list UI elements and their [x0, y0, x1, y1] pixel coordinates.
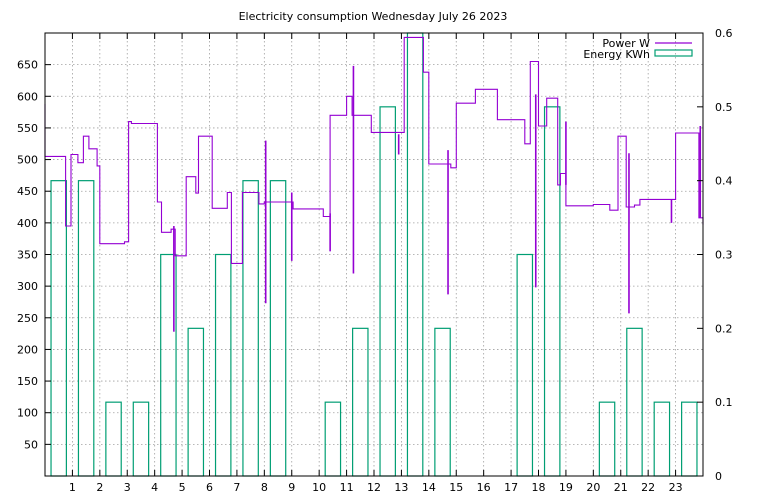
y-right-tick-label-0: 0	[715, 470, 722, 483]
y-right-tick-label-3: 0.3	[715, 249, 733, 262]
y-left-tick-label-50: 50	[24, 438, 38, 451]
x-tick-label-3: 3	[124, 481, 131, 494]
x-tick-label-15: 15	[449, 481, 463, 494]
y-left-tick-label-300: 300	[17, 280, 38, 293]
x-tick-label-17: 17	[504, 481, 518, 494]
y-right-tick-label-5: 0.5	[715, 101, 733, 114]
x-tick-label-7: 7	[233, 481, 240, 494]
x-tick-label-6: 6	[206, 481, 213, 494]
x-tick-label-4: 4	[151, 481, 158, 494]
x-tick-label-20: 20	[586, 481, 600, 494]
y-right-tick-label-4: 0.4	[715, 175, 733, 188]
power-line-layer	[44, 36, 704, 332]
x-tick-label-9: 9	[288, 481, 295, 494]
chart-title: Electricity consumption Wednesday July 2…	[239, 10, 508, 23]
x-tick-label-14: 14	[422, 481, 436, 494]
x-tick-label-11: 11	[340, 481, 354, 494]
legend-energy-swatch	[654, 49, 693, 57]
y-right-tick-label-6: 0.6	[715, 27, 733, 40]
x-tick-label-23: 23	[669, 481, 683, 494]
y-left-tick-label-600: 600	[17, 90, 38, 103]
y-left-tick-label-100: 100	[17, 407, 38, 420]
x-tick-label-1: 1	[69, 481, 76, 494]
y-right-tick-label-2: 0.2	[715, 322, 733, 335]
axes: 1 2 3 4 5 6 7 8 9 10 11 12 13 14 15 16 17 18 19 20 21 22 23501…	[17, 27, 733, 494]
y-left-tick-label-150: 150	[17, 375, 38, 388]
y-left-tick-label-400: 400	[17, 217, 38, 230]
x-tick-label-2: 2	[96, 481, 103, 494]
legend-power-label: Power W	[602, 37, 650, 50]
y-left-tick-label-350: 350	[17, 249, 38, 262]
x-tick-label-10: 10	[312, 481, 326, 494]
y-right-tick-label-1: 0.1	[715, 396, 733, 409]
y-left-tick-label-650: 650	[17, 59, 38, 72]
y-left-tick-label-550: 550	[17, 122, 38, 135]
x-tick-label-16: 16	[477, 481, 491, 494]
x-tick-label-13: 13	[394, 481, 408, 494]
y-left-tick-label-450: 450	[17, 185, 38, 198]
grid-lines	[45, 33, 703, 476]
legend-energy-label: Energy KWh	[583, 48, 650, 61]
x-tick-label-5: 5	[179, 481, 186, 494]
x-tick-label-22: 22	[641, 481, 655, 494]
x-tick-label-18: 18	[532, 481, 546, 494]
y-left-tick-label-200: 200	[17, 343, 38, 356]
x-tick-label-21: 21	[614, 481, 628, 494]
x-tick-label-19: 19	[559, 481, 573, 494]
x-tick-label-12: 12	[367, 481, 381, 494]
y-left-tick-label-250: 250	[17, 312, 38, 325]
y-left-tick-label-500: 500	[17, 154, 38, 167]
x-tick-label-8: 8	[261, 481, 268, 494]
power-line	[44, 36, 704, 264]
